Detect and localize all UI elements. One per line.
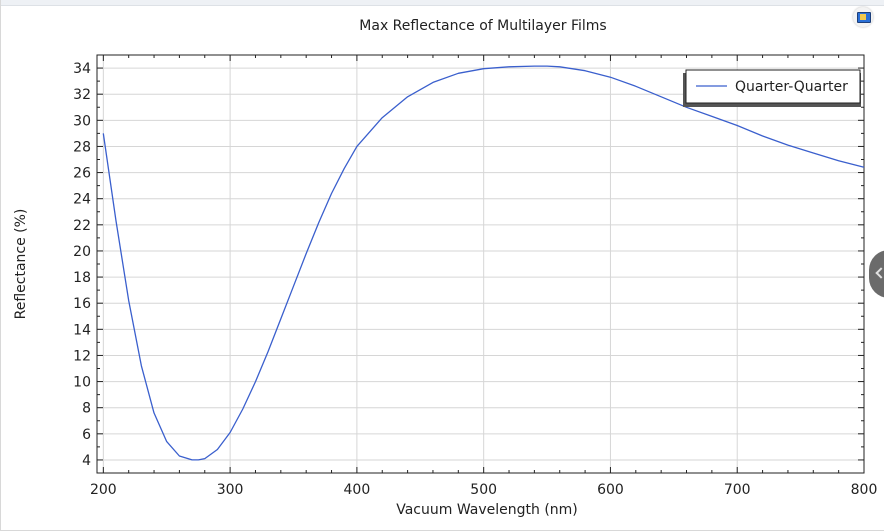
legend-label-quarter-quarter: Quarter-Quarter (735, 79, 848, 95)
x-tick-label: 400 (344, 482, 371, 498)
series-line-quarter-quarter (102, 65, 865, 461)
x-tick-label: 200 (90, 482, 117, 498)
plot-area (97, 55, 864, 473)
x-tick-label: 600 (597, 482, 624, 498)
tick-marks (97, 54, 865, 474)
y-tick-label: 18 (73, 270, 91, 286)
image-snapshot-icon[interactable] (853, 7, 873, 27)
y-tick-label: 22 (73, 218, 91, 234)
x-tick-label: 300 (217, 482, 244, 498)
y-tick-label: 10 (73, 375, 91, 391)
x-tick-labels: 200 300 400 500 600 700 800 (90, 482, 877, 498)
x-tick-label: 800 (851, 482, 878, 498)
y-tick-label: 34 (73, 61, 91, 77)
y-tick-label: 12 (73, 348, 91, 364)
chart-title: Max Reflectance of Multilayer Films (359, 18, 606, 34)
legend: Quarter-Quarter (683, 69, 861, 107)
y-tick-label: 20 (73, 244, 91, 260)
y-tick-label: 32 (73, 87, 91, 103)
window-top-strip (1, 0, 884, 6)
snapshot-glyph (857, 12, 871, 23)
y-tick-label: 6 (82, 427, 91, 443)
y-tick-label: 24 (73, 192, 91, 208)
y-tick-label: 30 (73, 113, 91, 129)
x-tick-label: 700 (724, 482, 751, 498)
chevron-left-icon[interactable] (869, 250, 884, 298)
y-tick-label: 28 (73, 139, 91, 155)
y-tick-label: 14 (73, 322, 91, 338)
y-tick-label: 8 (82, 401, 91, 417)
grid-lines (97, 55, 865, 473)
y-tick-label: 4 (82, 453, 91, 469)
y-tick-labels: 4 6 8 10 12 14 16 18 20 22 24 26 28 30 32 34 (73, 61, 91, 469)
x-axis-label: Vacuum Wavelength (nm) (396, 502, 578, 518)
y-tick-label: 26 (73, 166, 91, 182)
y-tick-label: 16 (73, 296, 91, 312)
y-axis-label: Reflectance (%) (13, 209, 29, 320)
series-lines (102, 65, 865, 461)
x-tick-label: 500 (470, 482, 497, 498)
